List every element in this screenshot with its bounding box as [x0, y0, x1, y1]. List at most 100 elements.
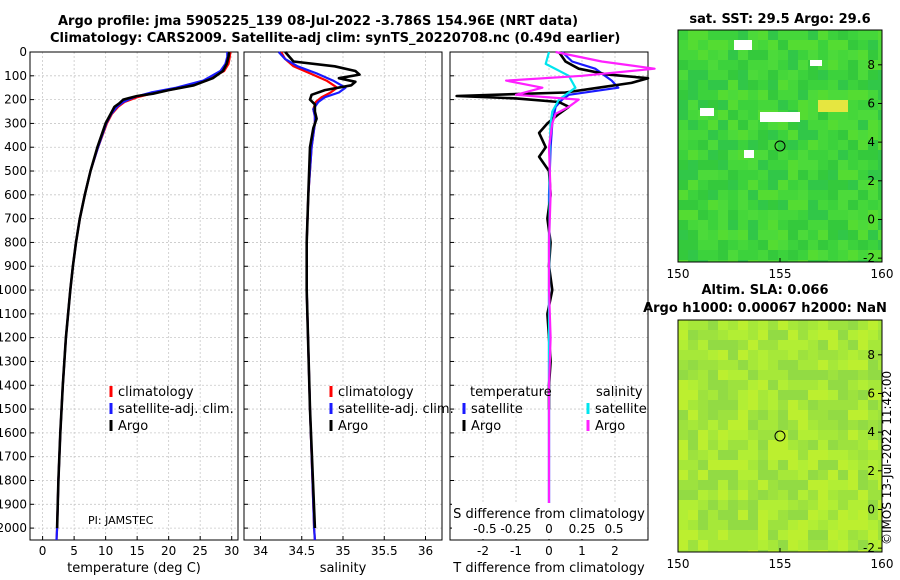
map-cell — [878, 480, 882, 490]
map-cell — [748, 420, 758, 430]
map-cell — [878, 540, 882, 550]
map-y-tick-label: 6 — [867, 96, 875, 110]
map-cell — [728, 400, 738, 410]
map-cell — [708, 380, 718, 390]
map-cell — [738, 480, 748, 490]
map-cell — [748, 200, 758, 210]
map-cell — [718, 170, 728, 180]
map-cell — [758, 520, 768, 530]
map-cell — [708, 90, 718, 100]
map-cell — [728, 180, 738, 190]
map-cell — [698, 430, 708, 440]
map-cell — [738, 120, 748, 130]
map-cell — [878, 190, 882, 200]
map-cell — [868, 440, 878, 450]
map-cell — [818, 500, 828, 510]
map-cell — [768, 120, 778, 130]
map-cell — [808, 100, 818, 110]
map-cell — [688, 50, 698, 60]
legend-label: Argo — [118, 419, 148, 434]
map-cell — [808, 510, 818, 520]
map-cell — [838, 240, 848, 250]
map-cell — [758, 260, 768, 262]
map-cell — [758, 500, 768, 510]
map-cell — [688, 390, 698, 400]
map-cell — [838, 120, 848, 130]
map-cell — [758, 100, 768, 110]
map-cell — [808, 120, 818, 130]
map-cell — [818, 180, 828, 190]
map-cell — [778, 150, 788, 160]
map-cell — [748, 220, 758, 230]
map-cell — [738, 220, 748, 230]
y-tick-label: 1700 — [0, 450, 27, 464]
map-cell — [678, 550, 688, 552]
map-cell — [798, 370, 808, 380]
map-cell — [778, 90, 788, 100]
map-cell — [808, 130, 818, 140]
map-y-tick-label: 4 — [867, 425, 875, 439]
y-tick-label: 0 — [19, 45, 27, 59]
map-cell — [768, 80, 778, 90]
legend-label: Argo — [338, 419, 368, 434]
map-cell — [758, 510, 768, 520]
map-cell — [778, 320, 788, 330]
map-cell — [768, 210, 778, 220]
map-cell — [838, 30, 848, 40]
map-cell — [858, 340, 868, 350]
map-cell — [838, 540, 848, 550]
map-cell — [788, 380, 798, 390]
map-cell — [758, 70, 768, 80]
map-cell — [858, 510, 868, 520]
map-cell — [748, 90, 758, 100]
map-cell — [728, 330, 738, 340]
map-cell — [828, 190, 838, 200]
map-cell — [848, 550, 858, 552]
map-cell — [808, 410, 818, 420]
map-cell — [768, 320, 778, 330]
map-cell — [758, 410, 768, 420]
map-cell — [738, 140, 748, 150]
map-cell — [868, 470, 878, 480]
map-cell — [838, 330, 848, 340]
map-cell — [788, 410, 798, 420]
map-cell — [688, 440, 698, 450]
map-cell — [788, 470, 798, 480]
map-cell — [788, 90, 798, 100]
map-cell — [788, 350, 798, 360]
map-cell — [818, 120, 828, 130]
salinity-tick-label: -0.25 — [500, 522, 531, 536]
map-cell — [718, 410, 728, 420]
map-cell — [758, 330, 768, 340]
map-cell — [838, 230, 848, 240]
map-cell — [818, 530, 828, 540]
map-cell — [878, 40, 882, 50]
map-cell — [878, 80, 882, 90]
map-cell — [828, 360, 838, 370]
map-cell — [868, 250, 878, 260]
x-tick-label: 20 — [161, 544, 176, 558]
map-cell — [808, 220, 818, 230]
map-cell — [788, 150, 798, 160]
map-cell — [718, 260, 728, 262]
map-cell — [678, 520, 688, 530]
map-cell — [718, 370, 728, 380]
map-cell — [818, 400, 828, 410]
map-cell — [818, 260, 828, 262]
map-cell — [868, 110, 878, 120]
map-cell — [848, 180, 858, 190]
map-cell — [748, 260, 758, 262]
map-cell — [768, 260, 778, 262]
map-cell — [708, 460, 718, 470]
map-cell — [828, 460, 838, 470]
map-cell — [768, 240, 778, 250]
map-cell — [858, 210, 868, 220]
map-cell — [848, 470, 858, 480]
map-cell — [718, 450, 728, 460]
map-cell — [798, 200, 808, 210]
map-cell — [808, 50, 818, 60]
map-cell — [778, 40, 788, 50]
map-cell — [688, 160, 698, 170]
map-cell — [688, 360, 698, 370]
map-cell — [868, 380, 878, 390]
